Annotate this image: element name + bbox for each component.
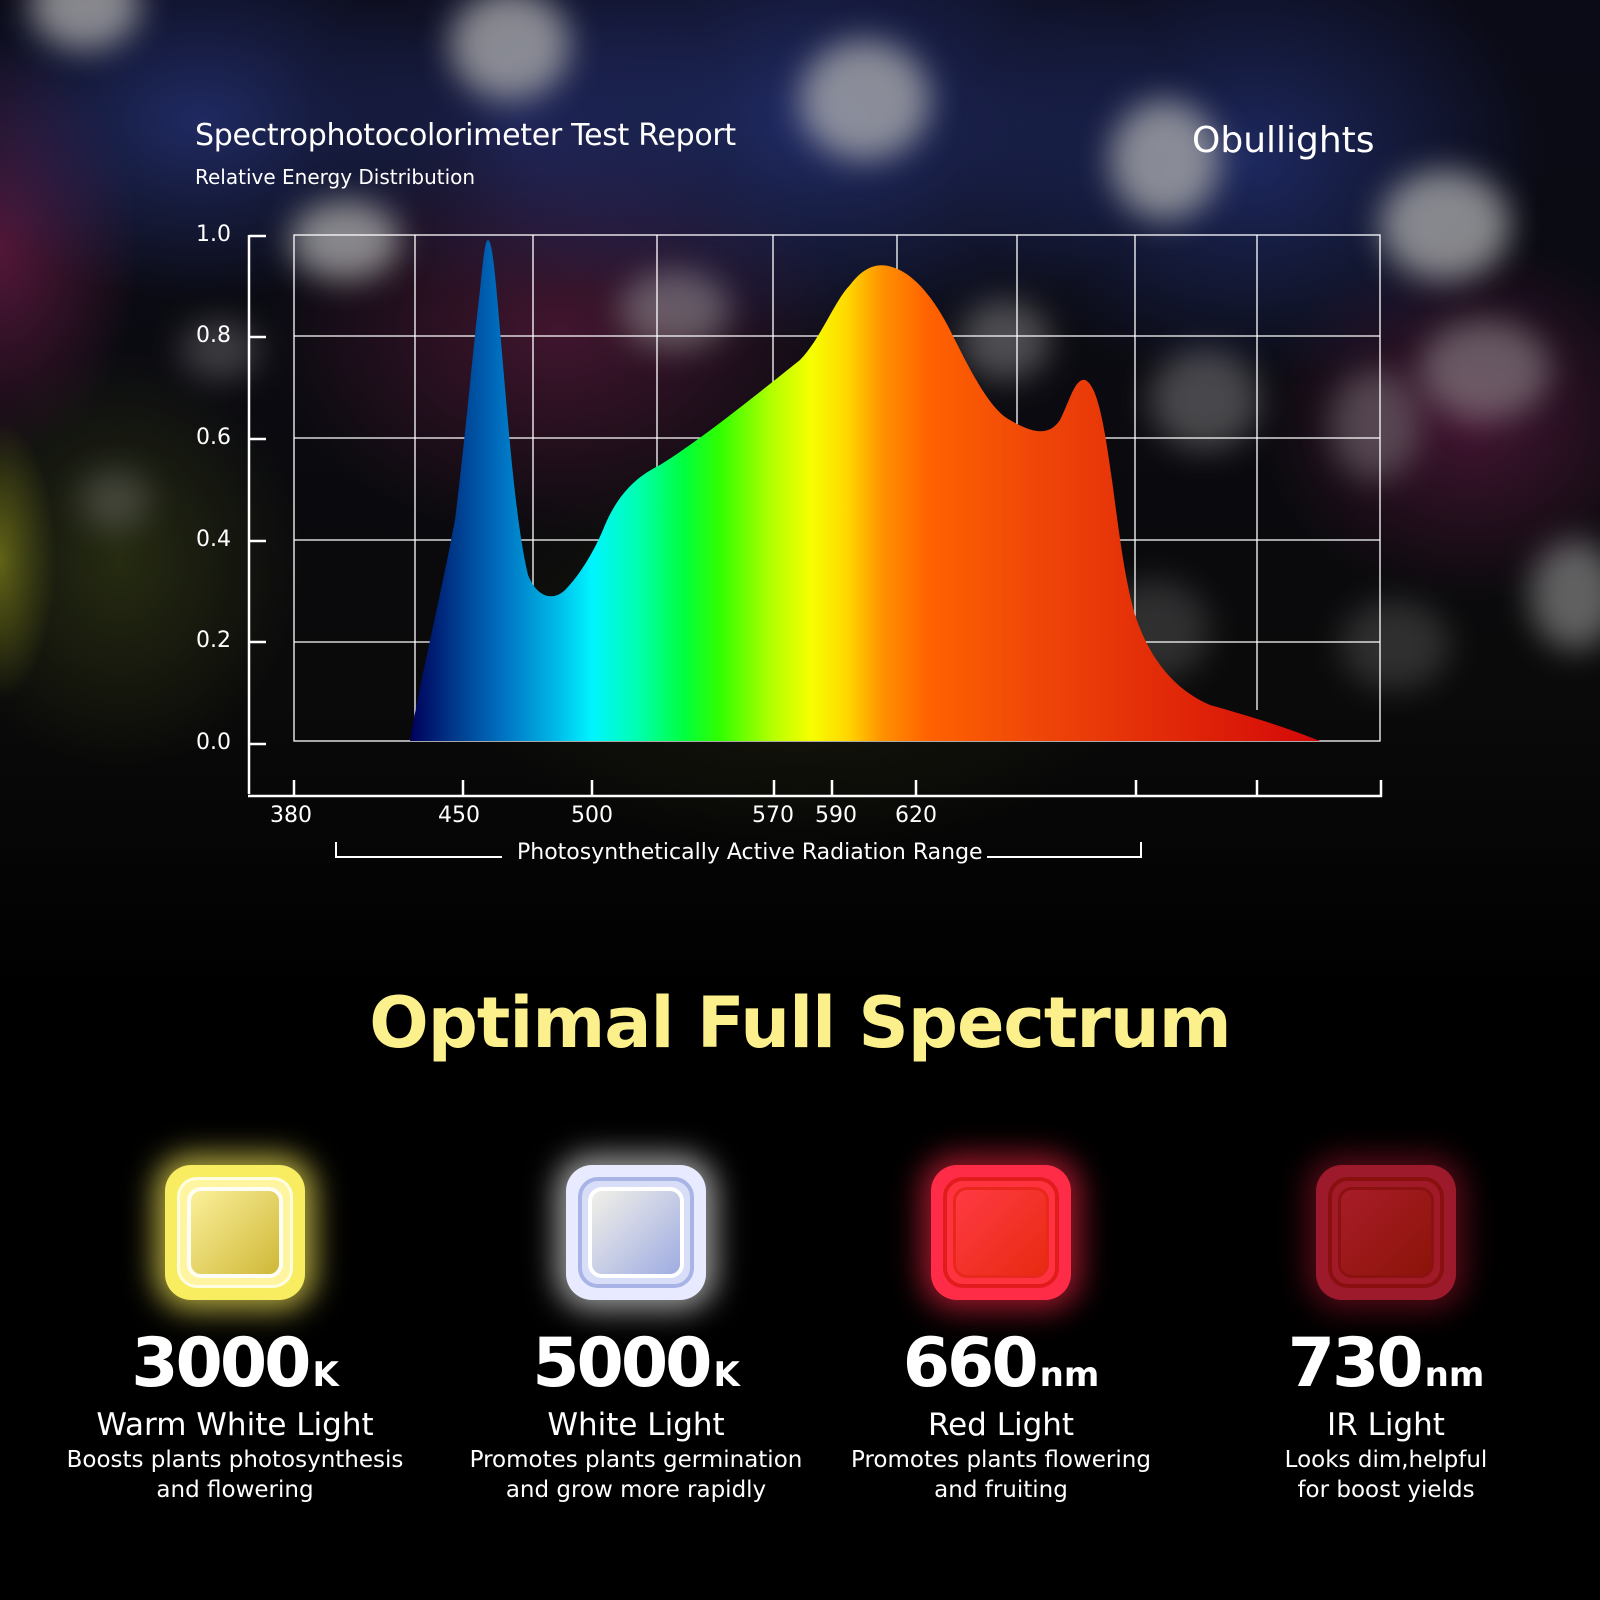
light-unit: K — [713, 1355, 740, 1395]
light-desc: Boosts plants photosynthesis — [66, 1447, 404, 1473]
x-axis — [248, 780, 1383, 798]
light-desc: and fruiting — [934, 1477, 1068, 1503]
y-tick-label: 0.8 — [196, 323, 231, 348]
light-unit: nm — [1039, 1355, 1100, 1395]
light-desc: Promotes plants germination — [469, 1447, 803, 1473]
y-tick-label: 0.2 — [196, 628, 231, 653]
report-title: Spectrophotocolorimeter Test Report — [195, 118, 736, 153]
light-desc: Promotes plants flowering — [851, 1447, 1151, 1473]
light-value: 730 — [1287, 1324, 1424, 1403]
headline: Optimal Full Spectrum — [369, 982, 1231, 1064]
light-unit: nm — [1424, 1355, 1485, 1395]
x-tick-label: 620 — [895, 803, 937, 828]
light-desc: for boost yields — [1297, 1477, 1475, 1503]
x-tick-label: 500 — [571, 803, 613, 828]
light-value: 5000 — [532, 1324, 712, 1403]
y-tick-label: 0.4 — [196, 527, 231, 552]
x-tick-label: 450 — [438, 803, 480, 828]
light-card-red: 660 nm Red Light Promotes plants flowerin… — [811, 1150, 1191, 1504]
spectrum-area — [410, 240, 1320, 741]
par-bracket — [335, 842, 1142, 858]
light-title: IR Light — [1327, 1407, 1445, 1443]
report-subtitle: Relative Energy Distribution — [195, 165, 476, 189]
x-tick-label: 570 — [752, 803, 794, 828]
white-led-icon — [566, 1165, 706, 1300]
light-desc: and grow more rapidly — [505, 1477, 767, 1503]
red-led-icon — [931, 1165, 1071, 1300]
light-desc: and flowering — [156, 1477, 314, 1503]
brand-logo: Obullights — [1192, 120, 1375, 161]
light-card-white: 5000 K White Light Promotes plants germin… — [446, 1150, 826, 1504]
ir-led-icon — [1316, 1165, 1456, 1300]
light-desc: Looks dim,helpful — [1284, 1447, 1488, 1473]
light-card-ir: 730 nm IR Light Looks dim,helpful for boo… — [1196, 1150, 1576, 1504]
light-title: White Light — [547, 1407, 725, 1443]
x-tick-label: 590 — [815, 803, 857, 828]
y-tick-label: 1.0 — [196, 222, 231, 247]
light-title: Red Light — [927, 1407, 1075, 1443]
spectrum-chart: 1.0 0.8 0.6 0.4 0.2 0.0 380 450 500 570 … — [196, 222, 1383, 865]
light-title: Warm White Light — [96, 1407, 374, 1443]
y-axis — [247, 234, 266, 794]
light-card-warm-white: 3000 K Warm White Light Boosts plants pho… — [45, 1150, 425, 1504]
light-unit: K — [312, 1355, 339, 1395]
bokeh-background — [0, 0, 1600, 1000]
par-range-label: Photosynthetically Active Radiation Rang… — [517, 840, 983, 865]
x-tick-label: 380 — [270, 803, 312, 828]
warm-white-led-icon — [165, 1165, 305, 1300]
y-tick-label: 0.0 — [196, 730, 231, 755]
light-value: 3000 — [131, 1324, 311, 1403]
y-tick-label: 0.6 — [196, 425, 231, 450]
light-value: 660 — [902, 1324, 1039, 1403]
